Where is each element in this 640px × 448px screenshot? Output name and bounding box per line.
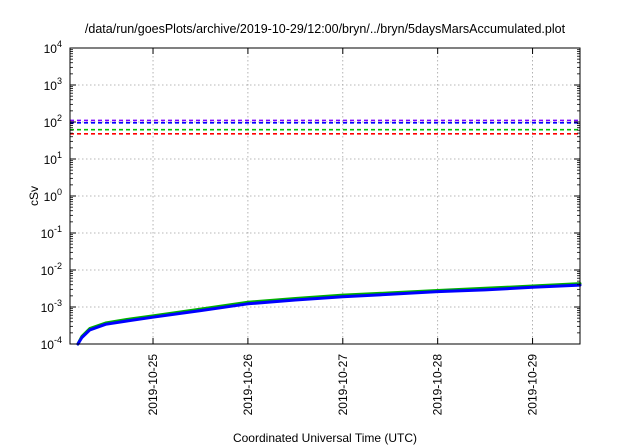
chart-title: /data/run/goesPlots/archive/2019-10-29/1… xyxy=(85,22,566,36)
y-tick-base: 10 xyxy=(41,264,55,278)
axes xyxy=(69,47,581,345)
y-tick-exponent: -3 xyxy=(54,298,62,308)
series-lines xyxy=(76,282,582,346)
y-tick-label: 102 xyxy=(44,113,62,130)
y-tick-label: 100 xyxy=(44,187,62,204)
x-tick-label: 2019-10-28 xyxy=(431,354,445,416)
y-tick-base: 10 xyxy=(44,79,58,93)
y-tick-exponent: 4 xyxy=(57,39,62,49)
y-tick-base: 10 xyxy=(44,190,58,204)
y-tick-label: 101 xyxy=(44,150,62,167)
x-tick-label: 2019-10-25 xyxy=(146,354,160,416)
x-axis-label: Coordinated Universal Time (UTC) xyxy=(233,431,417,445)
y-tick-exponent: 1 xyxy=(57,150,62,160)
y-tick-exponent: 2 xyxy=(57,113,62,123)
plot-frame xyxy=(69,47,581,345)
y-tick-label: 10-1 xyxy=(41,224,62,241)
y-tick-exponent: 0 xyxy=(57,187,62,197)
series-line xyxy=(76,283,582,346)
y-tick-exponent: -1 xyxy=(54,224,62,234)
x-tick-label: 2019-10-26 xyxy=(241,354,255,416)
y-tick-exponent: -2 xyxy=(54,261,62,271)
y-tick-base: 10 xyxy=(44,42,58,56)
y-axis-label: cSv xyxy=(27,186,41,206)
y-tick-exponent: 3 xyxy=(57,76,62,86)
x-tick-label: 2019-10-29 xyxy=(526,354,540,416)
grid xyxy=(70,48,580,344)
y-tick-label: 103 xyxy=(44,76,62,93)
x-tick-labels: 2019-10-25 2019-10-26 2019-10-27 2019-10-28… xyxy=(146,354,540,416)
threshold-lines xyxy=(70,119,580,135)
y-tick-base: 10 xyxy=(44,116,58,130)
y-tick-base: 10 xyxy=(44,153,58,167)
x-tick-label: 2019-10-27 xyxy=(336,354,350,416)
y-tick-label: 104 xyxy=(44,39,62,56)
y-tick-base: 10 xyxy=(41,338,55,352)
y-tick-base: 10 xyxy=(41,227,55,241)
y-tick-label: 10-2 xyxy=(41,261,62,278)
y-tick-base: 10 xyxy=(41,301,55,315)
y-tick-label: 10-3 xyxy=(41,298,62,315)
y-tick-exponent: -4 xyxy=(54,335,62,345)
y-tick-label: 10-4 xyxy=(41,335,62,352)
